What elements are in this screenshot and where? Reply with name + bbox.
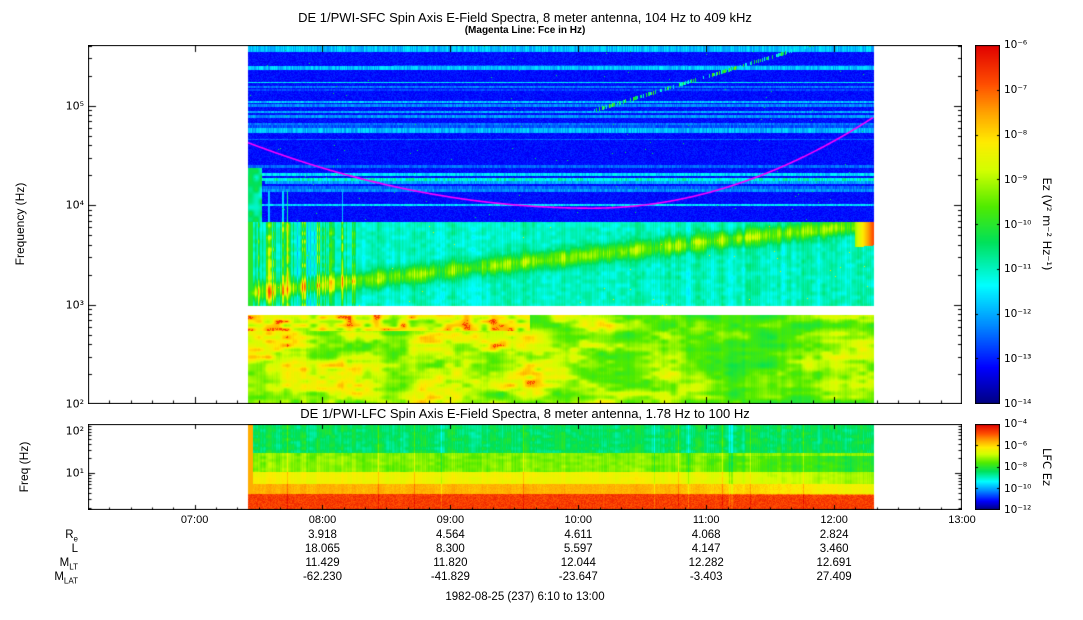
sfc-y-tick-label: 10² [65,397,84,411]
sfc-colorbar-tick-label: 10⁻⁷ [1004,83,1028,96]
ephemeris-row-label: MLAT [54,571,78,586]
sfc-colorbar-label: Ez (V² m⁻² Hz⁻¹) [1040,177,1054,271]
sfc-y-axis-label: Frequency (Hz) [13,182,27,266]
sfc-y-tick-label: 10⁴ [65,198,84,212]
x-tick-label: 09:00 [436,514,465,526]
ephemeris-value: -41.829 [430,571,470,583]
lfc-y-tick-label: 10¹ [65,466,84,480]
sfc-colorbar-tick-label: 10⁻⁹ [1004,173,1028,186]
sfc-spectrogram-plot [88,45,962,404]
ephemeris-value: 12.691 [816,557,852,569]
ephemeris-value: 4.611 [564,529,593,541]
ephemeris-value: 4.068 [691,529,721,541]
ephemeris-value: 4.147 [691,543,721,555]
ephemeris-row-label: MLT [59,557,78,572]
lfc-colorbar-label: LFC Ez [1040,447,1054,487]
ephemeris-value: 8.300 [435,543,465,555]
ephemeris-value: 3.918 [308,529,337,541]
sfc-colorbar-tick-label: 10⁻¹⁰ [1004,218,1032,231]
time-range-caption: 1982-08-25 (237) 6:10 to 13:00 [445,591,605,603]
sfc-colorbar-tick-label: 10⁻¹¹ [1004,263,1032,276]
sfc-colorbar-tick-label: 10⁻¹² [1004,308,1032,321]
sfc-y-tick-label: 10⁵ [65,99,84,113]
sfc-colorbar-tick-label: 10⁻⁸ [1004,128,1028,141]
sfc-y-tick-label: 10³ [65,298,84,312]
ephemeris-value: -23.647 [558,571,598,583]
sfc-colorbar [975,45,1000,404]
x-tick-label: 12:00 [820,514,848,526]
x-tick-label: 11:00 [692,514,720,526]
lfc-title: DE 1/PWI-LFC Spin Axis E-Field Spectra, … [300,406,750,421]
sfc-subtitle: (Magenta Line: Fce in Hz) [464,25,586,36]
lfc-colorbar-tick-label: 10⁻¹² [1004,504,1032,516]
lfc-y-axis-label: Freq (Hz) [17,441,31,493]
ephemeris-value: 27.409 [816,571,852,583]
lfc-colorbar-tick-label: 10⁻⁴ [1004,418,1028,430]
x-tick-label: 08:00 [308,514,337,526]
ephemeris-value: -62.230 [302,571,342,583]
lfc-colorbar-tick-label: 10⁻¹⁰ [1004,482,1032,495]
lfc-colorbar [975,424,1000,510]
ephemeris-value: 11.820 [433,557,468,569]
x-tick-label: 10:00 [564,514,593,526]
ephemeris-value: 5.597 [563,543,593,555]
ephemeris-value: 2.824 [819,529,849,541]
ephemeris-value: 18.065 [304,543,341,555]
ephemeris-value: -3.403 [689,571,723,583]
ephemeris-value: 3.460 [819,543,849,555]
ephemeris-row-label: Re [65,529,78,544]
sfc-title: DE 1/PWI-SFC Spin Axis E-Field Spectra, … [298,10,752,25]
lfc-y-tick-label: 10² [65,424,84,438]
x-tick-label: 13:00 [948,514,976,526]
ephemeris-value: 11.429 [305,557,340,569]
ephemeris-value: 12.282 [688,557,724,569]
sfc-colorbar-tick-label: 10⁻¹³ [1004,353,1032,366]
ephemeris-value: 4.564 [435,529,465,541]
lfc-colorbar-tick-label: 10⁻⁸ [1004,461,1028,473]
sfc-colorbar-tick-label: 10⁻¹⁴ [1004,398,1032,410]
ephemeris-value: 12.044 [560,557,596,569]
lfc-colorbar-tick-label: 10⁻⁶ [1004,439,1028,452]
ephemeris-row-label: L [71,543,78,555]
lfc-spectrogram-plot [88,424,962,510]
sfc-colorbar-tick-label: 10⁻⁶ [1004,39,1028,51]
x-tick-label: 07:00 [180,514,209,526]
